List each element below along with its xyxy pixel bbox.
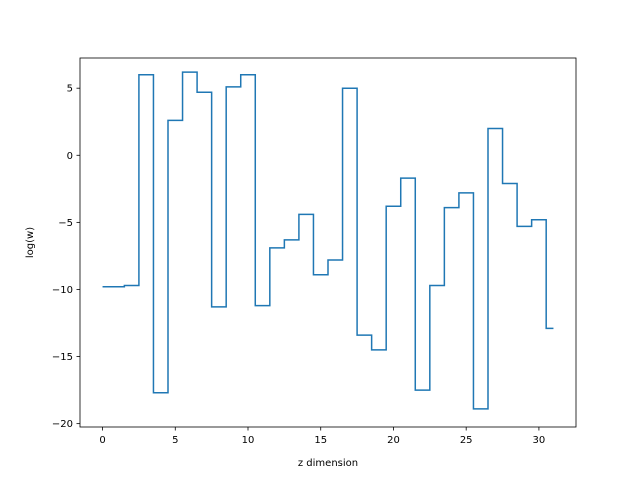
- x-tick-label: 0: [99, 435, 105, 446]
- y-tick-label: −10: [52, 285, 73, 296]
- x-tick-label: 15: [314, 435, 327, 446]
- y-tick-label: −20: [52, 419, 73, 430]
- y-tick-label: 5: [67, 84, 73, 95]
- series-line: [102, 71, 554, 410]
- x-tick-label: 10: [242, 435, 255, 446]
- x-axis-label: z dimension: [298, 458, 358, 469]
- y-axis-label: log(w): [25, 227, 36, 258]
- x-tick-label: 30: [533, 435, 546, 446]
- axis-ticks: 0 5 10 15 20 25 30 −20 −15 −10 −5 0 5: [52, 84, 545, 446]
- x-tick-label: 5: [172, 435, 178, 446]
- x-tick-label: 20: [387, 435, 400, 446]
- plot-frame: [79, 57, 577, 428]
- y-tick-label: −15: [52, 352, 73, 363]
- x-tick-label: 25: [460, 435, 473, 446]
- y-tick-label: 0: [67, 151, 73, 162]
- y-tick-label: −5: [58, 218, 73, 229]
